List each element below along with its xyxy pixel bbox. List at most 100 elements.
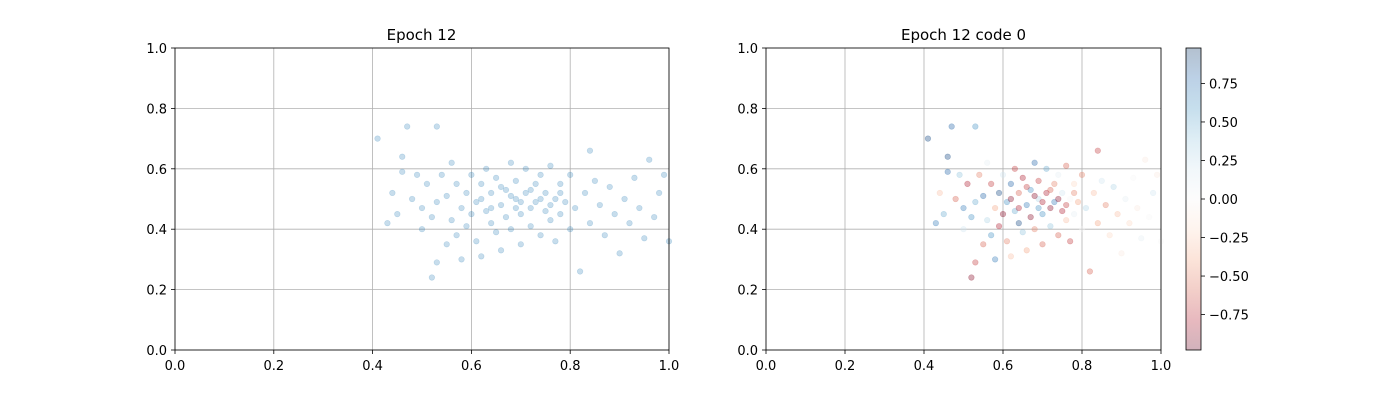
- scatter-point: [1122, 195, 1129, 203]
- scatter-point: [631, 174, 638, 181]
- y-tick-label: 0.4: [737, 223, 758, 238]
- x-tick-label: 0.2: [835, 359, 856, 374]
- scatter-point: [552, 238, 559, 245]
- scatter-point: [1078, 226, 1086, 233]
- scatter-point: [1047, 204, 1054, 212]
- scatter-point: [1035, 204, 1042, 212]
- grid-lines: [174, 47, 670, 351]
- x-tick-label: 0.8: [1072, 359, 1093, 374]
- scatter-point: [1114, 211, 1121, 218]
- scatter-point: [1090, 189, 1097, 197]
- scatter-point: [1043, 165, 1050, 172]
- scatter-point: [601, 232, 608, 239]
- scatter-point: [428, 214, 435, 221]
- scatter-point: [1082, 204, 1090, 212]
- scatter-point: [576, 268, 584, 275]
- y-tick-label: 0.2: [146, 284, 167, 299]
- scatter-point: [960, 204, 967, 212]
- chart-epoch-12: Epoch 12 0.0 0.2 0.4 0.6 0.8 1.0 0.0 0.2 0.4 0.6…: [146, 26, 679, 374]
- scatter-point: [418, 226, 426, 233]
- scatter-point: [1003, 198, 1011, 206]
- scatter-point: [1146, 214, 1153, 221]
- x-tick-label: 1.0: [659, 359, 680, 374]
- scatter-point: [483, 207, 490, 215]
- scatter-point: [988, 180, 995, 187]
- scatter-point: [567, 226, 574, 233]
- colorbar-tick-label: −0.50: [1209, 270, 1249, 285]
- scatter-point: [586, 220, 594, 227]
- scatter-point: [611, 211, 618, 218]
- scatter-point: [980, 192, 987, 200]
- chart-title: Epoch 12: [387, 26, 457, 44]
- scatter-point: [428, 274, 435, 281]
- y-tick-label: 0.2: [737, 284, 758, 299]
- scatter-point: [1070, 180, 1078, 187]
- scatter-point: [984, 159, 991, 166]
- scatter-point: [1047, 223, 1054, 230]
- scatter-point: [507, 159, 515, 166]
- scatter-point: [984, 217, 991, 224]
- scatter-point: [995, 189, 1003, 197]
- scatter-point: [972, 123, 979, 130]
- scatter-point: [433, 259, 440, 266]
- scatter-point: [1086, 268, 1093, 275]
- x-tick-label: 0.0: [756, 359, 777, 374]
- scatter-point: [968, 274, 975, 281]
- scatter-point: [1035, 177, 1042, 184]
- scatter-point: [463, 189, 470, 197]
- scatter-point: [1023, 201, 1030, 209]
- scatter-point: [1149, 189, 1157, 197]
- scatter-point: [433, 123, 440, 130]
- scatter-point: [557, 189, 564, 197]
- y-tick-label: 0.0: [737, 344, 758, 359]
- scatter-point: [448, 159, 455, 166]
- scatter-point: [1102, 201, 1109, 209]
- scatter-point: [453, 180, 460, 187]
- scatter-point: [497, 247, 505, 254]
- scatter-point: [988, 232, 995, 239]
- scatter-point: [572, 204, 579, 212]
- scatter-point: [443, 192, 450, 200]
- chart-epoch-12-code-0: Epoch 12 code 0 0.0 0.2 0.4 0.6 0.8 1.0 0.0 0.…: [737, 26, 1249, 374]
- scatter-point: [660, 171, 668, 178]
- scatter-point: [1007, 195, 1015, 203]
- scatter-point: [438, 171, 445, 178]
- scatter-point: [517, 211, 524, 218]
- scatter-point: [478, 195, 485, 203]
- scatter-point: [1063, 217, 1070, 224]
- scatter-point: [991, 256, 999, 263]
- scatter-point: [1011, 207, 1018, 215]
- colorbar-tick-label: 0.75: [1209, 77, 1238, 92]
- y-tick-label: 1.0: [737, 42, 758, 57]
- scatter-point: [418, 204, 426, 212]
- scatter-point: [616, 250, 623, 257]
- x-axis: 0.0 0.2 0.4 0.6 0.8 1.0: [165, 350, 680, 374]
- scatter-point: [488, 204, 495, 212]
- y-tick-label: 1.0: [146, 42, 167, 57]
- scatter-point: [1067, 238, 1074, 245]
- scatter-point: [527, 186, 534, 194]
- scatter-point: [1094, 147, 1101, 154]
- scatter-point: [948, 123, 955, 130]
- scatter-point: [586, 147, 594, 154]
- scatter-point: [512, 204, 519, 212]
- scatter-point: [468, 211, 475, 218]
- scatter-point: [483, 165, 490, 172]
- chart-title: Epoch 12 code 0: [901, 26, 1026, 44]
- scatter-point: [636, 204, 643, 212]
- x-tick-label: 0.6: [993, 359, 1014, 374]
- scatter-point: [1039, 211, 1046, 218]
- scatter-point: [1063, 201, 1070, 209]
- scatter-point: [1011, 165, 1018, 172]
- y-tick-label: 0.4: [146, 223, 167, 238]
- scatter-point: [1055, 232, 1062, 239]
- x-tick-label: 0.8: [560, 359, 581, 374]
- scatter-point: [1003, 238, 1011, 245]
- scatter-point: [1031, 192, 1038, 200]
- scatter-point: [463, 223, 470, 230]
- scatter-point: [1067, 195, 1074, 203]
- scatter-point: [960, 226, 967, 233]
- scatter-point: [606, 183, 613, 191]
- scatter-point: [537, 195, 544, 203]
- scatter-point: [1039, 198, 1046, 206]
